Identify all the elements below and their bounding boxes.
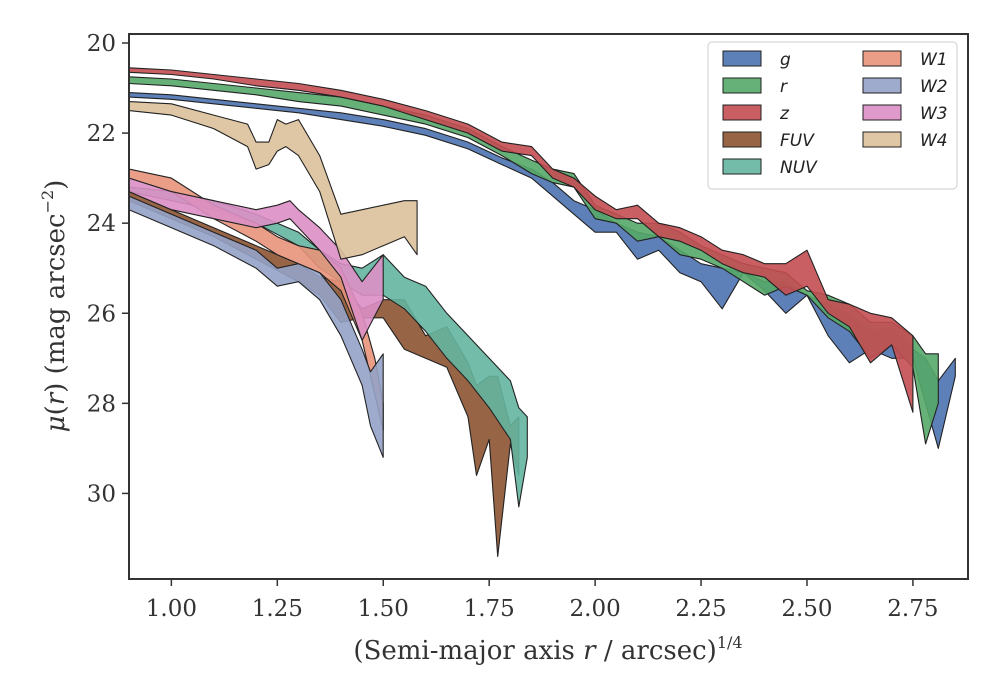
legend-label-g: g <box>780 50 791 70</box>
plot-frame <box>128 33 969 580</box>
x-tick-label: 1.75 <box>464 596 515 622</box>
y-tick-label: 22 <box>87 121 116 147</box>
x-tick-label: 2.00 <box>570 596 621 622</box>
band-z <box>128 67 914 413</box>
x-tick-label: 2.75 <box>887 596 938 622</box>
y-tick-label: 30 <box>87 481 116 507</box>
legend-swatch-w4 <box>862 131 902 148</box>
legend-label-r: r <box>780 77 788 97</box>
band-w2 <box>128 195 384 458</box>
legend-swatch-w1 <box>862 50 902 67</box>
x-tick-label: 2.25 <box>675 596 726 622</box>
band-w3 <box>128 177 384 341</box>
x-tick-label: 1.50 <box>358 596 409 622</box>
legend-swatch-fuv <box>722 131 762 148</box>
legend-swatch-w2 <box>862 77 902 94</box>
x-axis-label: (Semi-major axis r / arcsec)1/4 <box>353 633 742 666</box>
y-axis-label: μ(r) (mag arcsec−2) <box>38 180 71 433</box>
y-tick-label: 28 <box>87 391 116 417</box>
legend-label-z: z <box>779 104 790 124</box>
x-axis-ticks: 1.00 1.25 1.50 1.75 2.00 2.25 2.50 2.75 <box>146 579 939 622</box>
x-tick-label: 1.00 <box>146 596 197 622</box>
legend: grz FUV NUV W1 W2 W3 W4 <box>707 41 958 190</box>
legend-swatch-w3 <box>862 104 902 121</box>
x-tick-label: 1.25 <box>252 596 303 622</box>
band-w4 <box>128 101 418 260</box>
legend-label-w3: W3 <box>920 104 948 124</box>
legend-swatch-nuv <box>722 158 762 175</box>
y-axis-ticks: 20 22 24 26 28 30 <box>87 31 129 507</box>
legend-label-w2: W2 <box>920 77 948 97</box>
legend-label-w1: W1 <box>920 50 948 70</box>
legend-swatch-z <box>722 104 762 121</box>
legend-swatch-g <box>722 50 762 67</box>
profile-bands <box>128 67 956 558</box>
legend-label-nuv: NUV <box>780 158 818 178</box>
y-tick-label: 20 <box>87 31 116 57</box>
y-tick-label: 26 <box>87 301 116 327</box>
legend-swatch-r <box>722 77 762 94</box>
legend-label-fuv: FUV <box>780 131 815 151</box>
y-tick-label: 24 <box>87 211 116 237</box>
legend-label-w4: W4 <box>920 131 948 151</box>
x-tick-label: 2.50 <box>781 596 832 622</box>
